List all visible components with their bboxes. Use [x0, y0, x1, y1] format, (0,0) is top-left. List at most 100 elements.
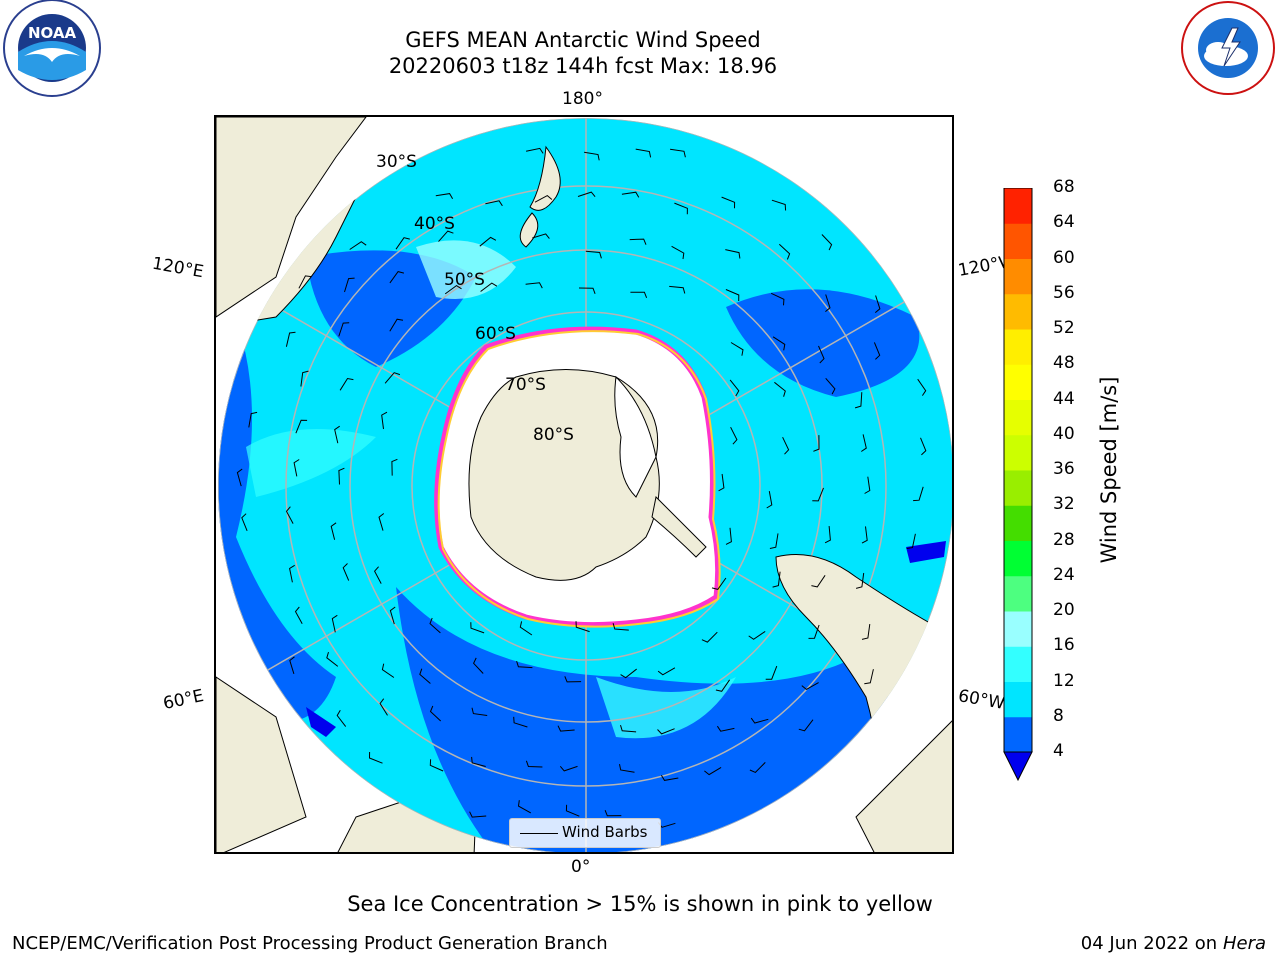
wind-barb: [620, 724, 637, 733]
wind-barb: [578, 287, 596, 294]
colorbar-segment: [1004, 293, 1032, 330]
wind-barb: [874, 295, 881, 313]
wind-barb: [525, 282, 543, 289]
wind-barb: [772, 571, 781, 588]
wind-barb: [557, 725, 575, 732]
wind-barb: [778, 243, 791, 260]
wind-barb: [294, 606, 303, 625]
wind-barb: [730, 426, 738, 445]
wind-barb: [378, 513, 385, 531]
wind-barb: [718, 473, 725, 492]
wind-barb: [864, 476, 871, 494]
lat-label-80s: 80°S: [533, 425, 574, 445]
wind-barb: [629, 238, 647, 245]
wind-barb: [285, 331, 296, 347]
lat-label-30s: 30°S: [376, 152, 417, 172]
wind-barb: [721, 196, 736, 209]
wind-barb: [584, 151, 600, 161]
wind-barb: [855, 572, 865, 589]
wind-barb: [285, 506, 294, 524]
colorbar-label: Wind Speed [m/s]: [1097, 376, 1121, 564]
footer-branch: NCEP/EMC/Verification Post Processing Pr…: [12, 933, 608, 954]
wind-barb: [248, 411, 258, 428]
lat-label-70s: 70°S: [505, 375, 546, 395]
wind-barb: [295, 419, 308, 434]
wind-barb: [821, 234, 833, 251]
wind-barb: [730, 342, 744, 356]
wind-barb: [704, 766, 722, 776]
wind-barb: [825, 294, 831, 312]
wind-barb: [349, 241, 367, 250]
wind-barb: [725, 249, 741, 259]
colorbar-tick-label: 56: [1053, 282, 1075, 303]
wind-band-west: [218, 277, 336, 722]
wind-barb: [725, 527, 732, 545]
wind-barb: [429, 759, 444, 772]
wind-barb: [774, 381, 786, 397]
colorbar-tick-label: 60: [1053, 247, 1075, 268]
wind-barb: [621, 191, 640, 198]
colorbar-segment: [1004, 646, 1032, 682]
colorbar-tick-label: 44: [1053, 388, 1075, 409]
wind-barb: [770, 292, 785, 306]
wind-barb: [635, 148, 652, 158]
colorbar-tick-label: 32: [1053, 494, 1075, 515]
colorbar-tick-label: 20: [1053, 600, 1075, 620]
wind-barb: [657, 728, 675, 735]
wind-barb: [381, 411, 388, 430]
map-canvas: [216, 117, 952, 852]
footer-date: 04 Jun 2022 on Hera: [1081, 933, 1266, 954]
wind-barb: [338, 467, 345, 485]
wind-barb: [336, 710, 347, 727]
wind-barb: [729, 379, 740, 397]
wind-barb: [818, 345, 825, 364]
wind-barb: [766, 491, 773, 509]
wind-barb: [564, 676, 582, 683]
wind-barb: [438, 230, 454, 242]
wind-barb: [338, 322, 350, 337]
colorbar-tick-label: 52: [1053, 318, 1075, 338]
wind-barb: [525, 147, 544, 154]
wind-barb: [479, 236, 497, 247]
wind-barb: [725, 289, 740, 302]
wind-barb: [559, 765, 578, 772]
wind-barb: [861, 434, 867, 452]
colorbar-tick-label: 48: [1053, 353, 1075, 374]
wind-barb: [516, 660, 533, 669]
wind-barb: [798, 719, 814, 732]
wind-barb: [344, 277, 355, 293]
colorbar-segment: [1004, 540, 1032, 577]
wind-barb: [913, 486, 924, 502]
colorbar: [1003, 187, 1039, 792]
colorbar-segment: [1004, 505, 1032, 541]
wind-barb: [471, 707, 488, 716]
wind-barb: [435, 193, 454, 200]
wind-barb: [334, 425, 340, 444]
lon-label-120e: 120°E: [150, 253, 206, 283]
wind-barb: [630, 291, 648, 298]
wind-barb: [873, 342, 881, 360]
colorbar-tick-label: 40: [1053, 423, 1075, 444]
wind-barb: [575, 621, 590, 633]
lat-label-60s: 60°S: [475, 324, 516, 344]
colorbar-tick-label: 8: [1053, 705, 1064, 726]
colorbar-segment: [1004, 681, 1032, 718]
wind-barb: [864, 669, 874, 685]
legend-barb-icon: [520, 833, 558, 834]
wind-barb: [326, 651, 339, 667]
colorbar-tick-label: 64: [1053, 212, 1075, 233]
wind-barb: [419, 668, 431, 684]
wind-barb: [517, 800, 532, 814]
wind-barb: [485, 200, 503, 207]
wind-barb: [389, 606, 396, 625]
lon-label-60e: 60°E: [161, 685, 206, 715]
wind-barb: [620, 668, 638, 679]
wind-barb: [339, 377, 354, 391]
wind-barb: [444, 284, 462, 295]
wind-barb: [917, 378, 927, 396]
colorbar-segment: [1004, 399, 1032, 436]
wind-barb: [671, 245, 685, 260]
wind-barb: [782, 436, 790, 455]
wind-barb: [389, 271, 405, 284]
wind-barb: [771, 199, 787, 211]
